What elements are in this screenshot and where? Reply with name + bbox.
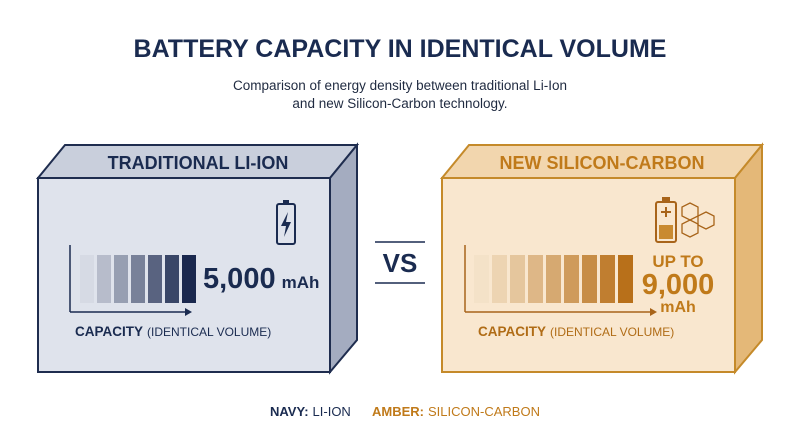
- bar-segment: [546, 255, 561, 303]
- bar-segment: [600, 255, 615, 303]
- box-side: [734, 142, 763, 375]
- subtitle: Comparison of energy density between tra…: [233, 78, 567, 93]
- bar-segment: [564, 255, 579, 303]
- capacity-value: 5,000 mAh: [203, 263, 319, 295]
- box-label: NEW SILICON-CARBON: [500, 153, 705, 173]
- axis-label: CAPACITY: [478, 324, 546, 339]
- bar-segment: [182, 255, 196, 303]
- legend-item: AMBER: SILICON-CARBON: [372, 404, 540, 419]
- bar-segment: [131, 255, 145, 303]
- capacity-bars: [474, 255, 633, 303]
- bar-segment: [474, 255, 489, 303]
- axis-label: CAPACITY: [75, 324, 143, 339]
- silicon-carbon-box: NEW SILICON-CARBON UP TO 9,000 mAh CAPAC…: [439, 142, 765, 375]
- bar-segment: [97, 255, 111, 303]
- unit: mAh: [282, 273, 320, 292]
- bar-segment: [492, 255, 507, 303]
- axis-title: CAPACITY (IDENTICAL VOLUME): [75, 324, 271, 339]
- subtitle: and new Silicon-Carbon technology.: [292, 96, 507, 111]
- capacity-unit: mAh: [660, 299, 696, 316]
- axis-arrow: [650, 308, 657, 316]
- value: 5,000: [203, 263, 276, 295]
- bar-segment: [165, 255, 179, 303]
- box-label: TRADITIONAL LI-ION: [108, 153, 289, 173]
- capacity-prefix: UP TO: [652, 252, 703, 271]
- box-side: [329, 142, 358, 375]
- battery-icon: [276, 200, 296, 245]
- axis-arrow: [185, 308, 192, 316]
- capacity-value: 9,000: [642, 269, 715, 301]
- legend-text: LI-ION: [313, 404, 351, 419]
- bar-segment: [148, 255, 162, 303]
- axis-note: (IDENTICAL VOLUME): [550, 325, 674, 339]
- axis-title: CAPACITY (IDENTICAL VOLUME): [478, 324, 674, 339]
- legend-item: NAVY: LI-ION: [270, 404, 351, 419]
- capacity-bars: [80, 255, 196, 303]
- bar-segment: [528, 255, 543, 303]
- bar-segment: [510, 255, 525, 303]
- legend-key: AMBER:: [372, 404, 424, 419]
- bar-segment: [618, 255, 633, 303]
- legend-key: NAVY:: [270, 404, 309, 419]
- battery-icon: [655, 197, 715, 243]
- vs-label: VS: [383, 248, 418, 278]
- legend-text: SILICON-CARBON: [428, 404, 540, 419]
- bar-segment: [80, 255, 94, 303]
- axis-note: (IDENTICAL VOLUME): [147, 325, 271, 339]
- title: BATTERY CAPACITY IN IDENTICAL VOLUME: [134, 35, 667, 63]
- bar-segment: [114, 255, 128, 303]
- li-ion-box: TRADITIONAL LI-ION 5,000 mAh CAPACITY (IDE…: [35, 142, 360, 375]
- bar-segment: [582, 255, 597, 303]
